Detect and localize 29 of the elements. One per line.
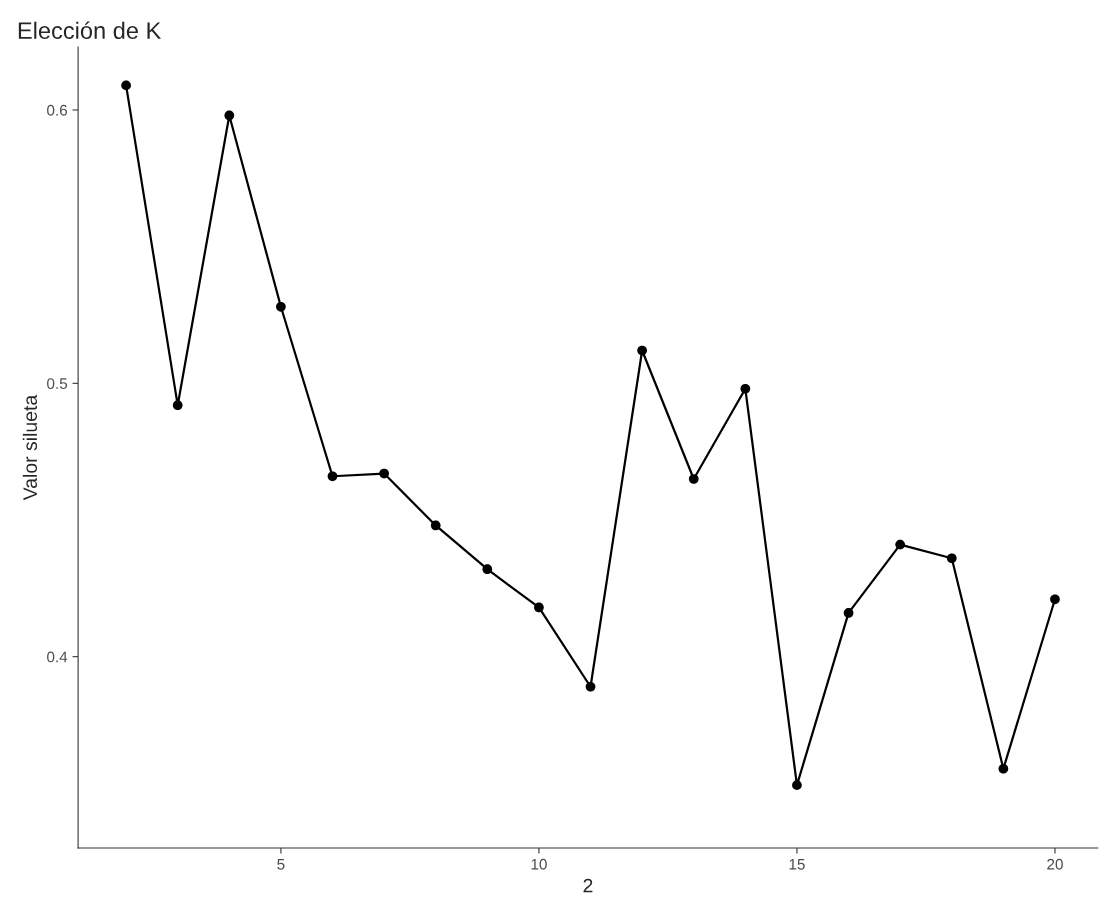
point	[534, 602, 544, 613]
x-tick-label: 15	[789, 858, 805, 870]
y-tick-label: 0.6	[47, 104, 68, 116]
y-tick-label: 0.4	[47, 651, 68, 663]
x-tick-label: 10	[531, 858, 547, 870]
point	[430, 520, 441, 531]
point	[792, 780, 802, 791]
point	[276, 301, 286, 312]
point	[1050, 594, 1060, 605]
point	[740, 383, 751, 394]
point	[379, 468, 389, 479]
point	[946, 553, 957, 564]
point	[121, 80, 131, 91]
point	[482, 564, 493, 575]
point	[688, 474, 699, 484]
x-axis-title: 2	[583, 878, 593, 893]
point	[327, 471, 338, 482]
y-axis-title: Valor silueta	[22, 394, 38, 501]
x-tick-label: 5	[277, 858, 285, 870]
point	[172, 400, 183, 411]
y-tick-label: 0.5	[47, 378, 68, 390]
x-tick-label: 20	[1047, 858, 1063, 870]
chart-title: Elección de K	[18, 21, 162, 40]
point	[998, 763, 1009, 774]
point	[843, 608, 854, 618]
point	[224, 110, 235, 121]
point	[637, 345, 647, 356]
point	[585, 681, 596, 692]
point	[895, 539, 906, 550]
